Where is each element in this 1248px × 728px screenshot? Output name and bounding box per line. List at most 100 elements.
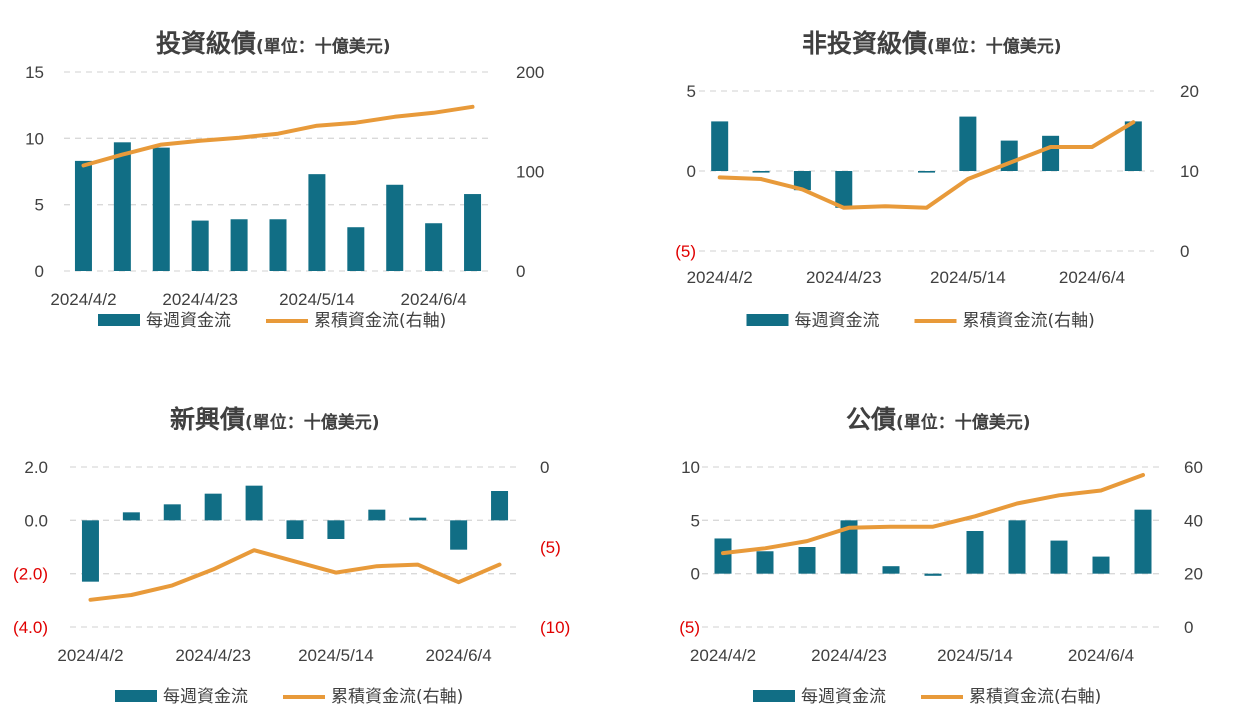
weekly-flow-bar bbox=[711, 121, 729, 171]
chart-svg: 公債(單位：十億美元) (5) 0 5 10 0 20 40 60 2024/4/2 2024/4/… bbox=[679, 405, 1203, 707]
weekly-flow-bar bbox=[1124, 121, 1142, 171]
x-tick-label: 2024/5/14 bbox=[937, 646, 1013, 665]
weekly-flow-bar bbox=[1134, 509, 1152, 574]
x-tick-label: 2024/4/2 bbox=[57, 646, 123, 665]
y-left-tick-label: (5) bbox=[679, 618, 700, 637]
weekly-flow-bar bbox=[191, 220, 209, 271]
x-tick-label: 2024/5/14 bbox=[298, 646, 374, 665]
weekly-flow-bar bbox=[752, 171, 770, 173]
weekly-flow-bar bbox=[286, 520, 304, 539]
chart-title-main: 公債 bbox=[846, 405, 896, 434]
y-left-tick-label: 0.0 bbox=[24, 511, 48, 530]
weekly-flow-bar bbox=[798, 547, 816, 574]
legend-line-label: 累積資金流(右軸) bbox=[969, 687, 1101, 707]
x-tick-label: 2024/6/4 bbox=[1068, 646, 1134, 665]
chart-panel-emerging-market: 新興債(單位：十億美元) (4.0) (2.0) 0.0 2.0 (10) (5) 0 2024… bbox=[0, 364, 624, 728]
chart-title-main: 非投資級債 bbox=[802, 29, 927, 58]
y-right-tick-label: 0 bbox=[540, 458, 549, 477]
cumulative-flow-line bbox=[721, 473, 1145, 556]
y-right-tick-label: 10 bbox=[1180, 162, 1199, 181]
legend-line-label: 累積資金流(右軸) bbox=[963, 311, 1095, 331]
x-tick-label: 2024/4/2 bbox=[50, 290, 116, 309]
chart-panel-investment-grade: 投資級債(單位：十億美元) 0 5 10 15 0 100 200 2024/4/2 2024/4… bbox=[0, 0, 624, 364]
y-right-tick-label: 0 bbox=[516, 262, 525, 281]
cumulative-flow-line bbox=[88, 548, 502, 602]
y-left-tick-label: (5) bbox=[675, 242, 696, 261]
y-left-tick-label: 10 bbox=[25, 129, 44, 148]
x-tick-label: 2024/6/4 bbox=[426, 646, 492, 665]
chart-title: 公債(單位：十億美元) bbox=[846, 405, 1031, 434]
chart-panel-high-yield: 非投資級債(單位：十億美元) (5) 0 5 0 10 20 2024/4/2 2024/4/2… bbox=[624, 0, 1248, 364]
weekly-flow-bar bbox=[491, 491, 509, 521]
chart-title-unit: (單位：十億美元) bbox=[896, 412, 1031, 433]
weekly-flow-bar bbox=[924, 573, 942, 576]
chart-title-unit: (單位：十億美元) bbox=[256, 36, 391, 57]
chart-title-unit: (單位：十億美元) bbox=[927, 36, 1062, 57]
weekly-flow-bar bbox=[81, 520, 99, 582]
legend-bar-label: 每週資金流 bbox=[795, 311, 880, 331]
weekly-flow-bar bbox=[835, 171, 853, 208]
y-left-tick-label: 5 bbox=[691, 511, 700, 530]
chart-title-main: 投資級債 bbox=[156, 29, 256, 58]
legend-bar-swatch bbox=[98, 314, 140, 326]
y-right-tick-label: (10) bbox=[540, 618, 570, 637]
weekly-flow-bar bbox=[327, 520, 345, 539]
weekly-flow-bar bbox=[230, 219, 248, 271]
weekly-flow-bar bbox=[152, 147, 170, 271]
weekly-flow-bar bbox=[464, 194, 482, 271]
y-left-tick-label: 5 bbox=[687, 82, 696, 101]
y-left-tick-label: 0 bbox=[35, 262, 44, 281]
legend-line-label: 累積資金流(右軸) bbox=[331, 687, 463, 707]
weekly-flow-bar bbox=[245, 485, 263, 521]
weekly-flow-bar bbox=[386, 184, 404, 271]
x-tick-label: 2024/4/23 bbox=[162, 290, 238, 309]
weekly-flow-bar bbox=[959, 116, 977, 171]
y-right-tick-label: 20 bbox=[1180, 82, 1199, 101]
weekly-flow-bar bbox=[204, 493, 222, 521]
x-tick-label: 2024/4/2 bbox=[687, 268, 753, 287]
cumulative-flow-line bbox=[81, 104, 475, 168]
y-left-tick-label: 15 bbox=[25, 63, 44, 82]
y-left-tick-label: (4.0) bbox=[13, 618, 48, 637]
chart-title-main: 新興債 bbox=[170, 405, 245, 434]
legend-bar-swatch bbox=[753, 690, 795, 702]
legend-bar-label: 每週資金流 bbox=[801, 687, 886, 707]
weekly-flow-bar bbox=[966, 531, 984, 574]
weekly-flow-bar bbox=[918, 171, 935, 173]
legend-bar-label: 每週資金流 bbox=[163, 687, 248, 707]
legend-bar-label: 每週資金流 bbox=[146, 311, 231, 331]
weekly-flow-bar bbox=[840, 520, 858, 574]
x-tick-label: 2024/4/23 bbox=[811, 646, 887, 665]
weekly-flow-bar bbox=[308, 174, 326, 271]
weekly-flow-bar bbox=[1092, 556, 1110, 574]
chart-title: 投資級債(單位：十億美元) bbox=[156, 29, 391, 58]
weekly-flow-bar bbox=[793, 171, 811, 191]
weekly-flow-bar bbox=[450, 520, 468, 550]
legend-bar-swatch bbox=[746, 314, 789, 326]
y-left-tick-label: 0 bbox=[691, 565, 700, 584]
y-right-tick-label: 200 bbox=[516, 63, 544, 82]
weekly-flow-bar bbox=[409, 517, 427, 521]
weekly-flow-bar bbox=[756, 551, 774, 574]
weekly-flow-bar bbox=[163, 504, 181, 521]
weekly-flow-bar bbox=[1008, 520, 1026, 574]
weekly-flow-bar bbox=[714, 538, 732, 574]
weekly-flow-bar bbox=[1050, 540, 1068, 574]
weekly-flow-bar bbox=[368, 509, 386, 521]
y-right-tick-label: 100 bbox=[516, 163, 544, 182]
weekly-flow-bar bbox=[74, 160, 92, 271]
weekly-flow-bar bbox=[269, 219, 287, 271]
y-left-tick-label: 2.0 bbox=[24, 458, 48, 477]
weekly-flow-bar bbox=[1042, 135, 1060, 171]
weekly-flow-bar bbox=[425, 223, 443, 271]
x-tick-label: 2024/6/4 bbox=[1059, 268, 1125, 287]
x-tick-label: 2024/4/23 bbox=[175, 646, 251, 665]
weekly-flow-bar bbox=[122, 512, 140, 521]
y-left-tick-label: 10 bbox=[681, 458, 700, 477]
y-right-tick-label: 40 bbox=[1184, 511, 1203, 530]
y-left-tick-label: (2.0) bbox=[13, 565, 48, 584]
y-right-tick-label: 60 bbox=[1184, 458, 1203, 477]
chart-svg: 投資級債(單位：十億美元) 0 5 10 15 0 100 200 2024/4/2 2024/4… bbox=[25, 29, 544, 331]
x-tick-label: 2024/4/2 bbox=[690, 646, 756, 665]
x-tick-label: 2024/5/14 bbox=[930, 268, 1006, 287]
